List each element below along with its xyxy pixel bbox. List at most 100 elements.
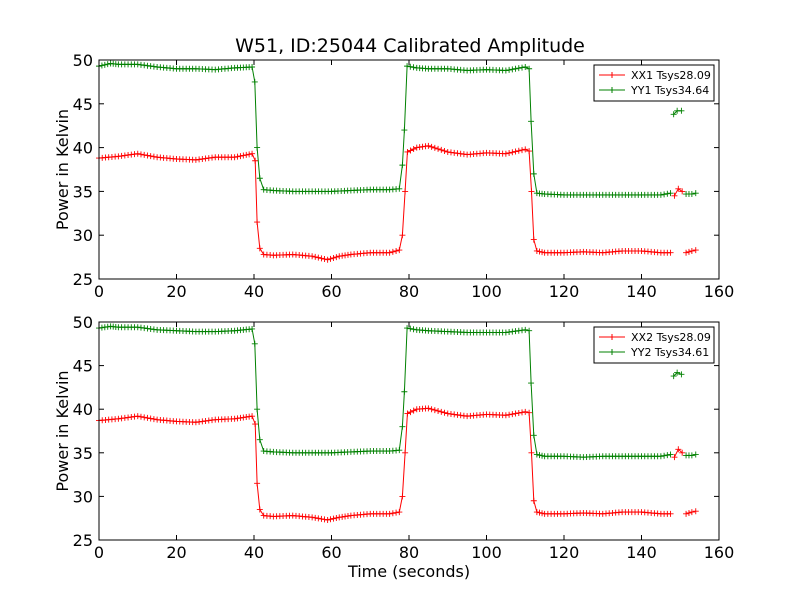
bottom-series-1-marker	[679, 449, 686, 456]
bottom-series-1-marker	[389, 510, 396, 517]
bottom-series-1-marker	[324, 516, 331, 523]
top-series-2-marker	[664, 190, 671, 197]
top-series-2-marker	[399, 162, 406, 169]
top-series-1-marker	[312, 253, 319, 260]
bottom-series-1-marker	[396, 509, 403, 516]
top-series-1-marker	[425, 142, 432, 149]
top-series-1-marker	[315, 254, 322, 261]
bottom-series-1-marker	[683, 510, 690, 517]
bottom-y-tick-label: 45	[73, 357, 93, 376]
bottom-series-2-marker	[401, 388, 408, 395]
bottom-series-1-marker	[522, 408, 529, 415]
top-series-2-marker	[670, 111, 677, 118]
bottom-series-1-marker	[515, 409, 522, 416]
bottom-series-2-marker	[399, 423, 406, 430]
top-y-tick-label: 35	[73, 182, 93, 201]
top-series-1-marker	[324, 256, 331, 263]
top-series-1	[96, 142, 699, 263]
bottom-x-tick-label: 140	[626, 543, 657, 562]
bottom-series-2-marker	[404, 325, 411, 332]
bottom-legend-box	[593, 326, 715, 364]
bottom-series-1-marker	[386, 510, 393, 517]
top-series-1-marker	[396, 247, 403, 254]
bottom-series-1-marker	[137, 413, 144, 420]
bottom-y-tick-label: 35	[73, 444, 93, 463]
bottom-series-2-marker	[657, 453, 664, 460]
bottom-series-2-marker	[536, 452, 543, 459]
top-series-2-marker	[254, 144, 261, 151]
bottom-y-tick-label: 50	[73, 313, 93, 332]
top-series-1-marker	[515, 147, 522, 154]
bottom-legend-entry-1: XX2 Tsys28.09	[631, 331, 711, 344]
top-series-2-marker	[522, 64, 529, 71]
top-series-2-marker	[410, 64, 417, 71]
top-legend-entry-1: XX1 Tsys28.09	[631, 69, 711, 82]
bottom-series-1-marker	[321, 516, 328, 523]
top-series-1-marker	[237, 153, 244, 160]
top-series-1-marker	[692, 247, 699, 254]
bottom-series-1-marker	[312, 514, 319, 521]
top-plot-panel: 0 20 40 60 80 100 120 140 160 25 30 35 40 45 50 Power i…	[53, 51, 734, 301]
top-series-1-marker	[435, 145, 442, 152]
bottom-series-1-marker	[502, 412, 509, 419]
top-series-1-marker	[539, 249, 546, 256]
top-series-1-marker	[150, 153, 157, 160]
bottom-series-1-marker	[675, 446, 682, 453]
bottom-series-2-marker	[533, 451, 540, 458]
top-series-1-marker	[243, 151, 250, 158]
top-series-1-marker	[528, 188, 535, 195]
top-series-1-marker	[144, 152, 151, 159]
top-series-1-marker	[246, 151, 253, 158]
top-series-1-marker	[141, 151, 148, 158]
bottom-series-1-marker	[692, 508, 699, 515]
bottom-series-1-marker	[147, 415, 154, 422]
bottom-series-1-marker	[404, 410, 411, 417]
top-series-1-marker	[410, 146, 417, 153]
bottom-x-axis-label: Time (seconds)	[347, 562, 470, 581]
top-series-1-marker	[231, 154, 238, 161]
top-series-1-marker	[519, 147, 526, 154]
top-series-1-marker	[407, 147, 414, 154]
top-series-1-marker	[438, 146, 445, 153]
top-x-tick-label: 20	[166, 282, 186, 301]
bottom-series-1-marker	[150, 416, 157, 423]
bottom-series-1-marker	[327, 516, 334, 523]
top-x-tick-label: 140	[626, 282, 657, 301]
top-series-1-marker	[530, 236, 537, 243]
bottom-series-2-marker	[530, 432, 537, 439]
bottom-legend-entry-2: YY2 Tsys34.61	[630, 346, 709, 359]
top-series-1-marker	[671, 192, 678, 199]
top-series-2-marker	[661, 191, 668, 198]
top-series-2-marker	[528, 118, 535, 125]
top-series-1-marker	[536, 248, 543, 255]
bottom-series-1-marker	[141, 414, 148, 421]
top-series-1-marker	[683, 249, 690, 256]
top-series-1-marker	[309, 253, 316, 260]
bottom-series-1-marker	[252, 421, 259, 428]
bottom-x-tick-label: 0	[94, 543, 104, 562]
top-series-2-marker	[526, 65, 533, 72]
top-series-2-marker	[667, 190, 674, 197]
top-x-tick-label: 0	[94, 282, 104, 301]
bottom-series-1-marker	[134, 413, 141, 420]
bottom-series-1-marker	[399, 493, 406, 500]
top-series-1-marker	[402, 188, 409, 195]
top-series-1-marker	[134, 150, 141, 157]
top-series-1-marker	[318, 255, 325, 262]
top-series-1-marker	[679, 188, 686, 195]
bottom-series-1-marker	[410, 407, 417, 414]
top-series-2-marker	[401, 127, 408, 134]
top-legend-marker-2	[609, 87, 615, 93]
bottom-x-tick-label: 100	[471, 543, 502, 562]
bottom-series-1-marker	[256, 506, 263, 513]
bottom-series-2-marker	[670, 373, 677, 380]
top-series-1-marker	[321, 256, 328, 263]
top-series-1-marker	[404, 148, 411, 155]
bottom-series-1-marker	[526, 409, 533, 416]
bottom-series-1-marker	[425, 405, 432, 412]
bottom-y-axis-label: Power in Kelvin	[53, 370, 72, 491]
bottom-series-1-marker	[536, 509, 543, 516]
top-series-1-marker	[512, 148, 519, 155]
bottom-series-1	[96, 405, 699, 523]
bottom-series-2-marker	[522, 326, 529, 333]
